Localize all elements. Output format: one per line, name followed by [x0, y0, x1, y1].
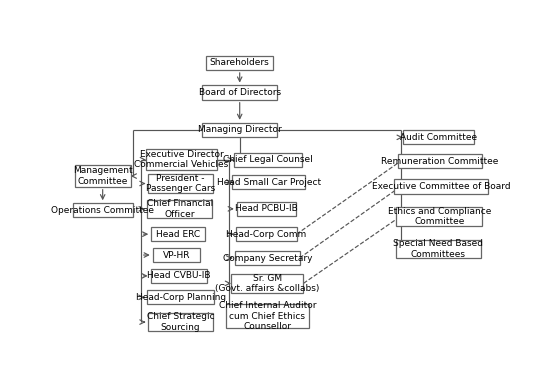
Text: Company Secretary: Company Secretary — [222, 253, 312, 262]
FancyBboxPatch shape — [151, 269, 207, 283]
Text: Shareholders: Shareholders — [210, 58, 270, 67]
FancyBboxPatch shape — [403, 130, 474, 144]
FancyBboxPatch shape — [235, 251, 300, 265]
Text: Head-Corp Planning: Head-Corp Planning — [136, 293, 226, 302]
Text: Chief Financial
Officer: Chief Financial Officer — [147, 199, 213, 219]
Text: Board of Directors: Board of Directors — [198, 88, 281, 97]
FancyBboxPatch shape — [231, 274, 304, 293]
Text: Executive Director
Commercial Vehicles: Executive Director Commercial Vehicles — [135, 150, 229, 170]
FancyBboxPatch shape — [237, 202, 296, 216]
Text: Sr. GM
(Govt. affairs &collabs): Sr. GM (Govt. affairs &collabs) — [215, 274, 320, 293]
FancyBboxPatch shape — [232, 175, 305, 189]
Text: VP-HR: VP-HR — [162, 250, 190, 260]
FancyBboxPatch shape — [236, 227, 296, 241]
FancyBboxPatch shape — [146, 149, 217, 170]
FancyBboxPatch shape — [396, 207, 482, 226]
Text: Executive Committee of Board: Executive Committee of Board — [371, 182, 510, 191]
FancyBboxPatch shape — [148, 313, 213, 331]
FancyBboxPatch shape — [206, 56, 273, 70]
Text: Special Need Based
Committees: Special Need Based Committees — [393, 240, 483, 259]
FancyBboxPatch shape — [147, 200, 212, 218]
Text: Chief Strategic
Sourcing: Chief Strategic Sourcing — [147, 312, 215, 332]
FancyBboxPatch shape — [398, 154, 482, 168]
Text: President -
Passenger Cars: President - Passenger Cars — [146, 174, 215, 193]
FancyBboxPatch shape — [202, 86, 277, 100]
Text: Management
Committee: Management Committee — [73, 166, 132, 186]
FancyBboxPatch shape — [226, 304, 309, 328]
FancyBboxPatch shape — [394, 179, 488, 194]
Text: Head ERC: Head ERC — [156, 229, 200, 239]
FancyBboxPatch shape — [234, 152, 302, 167]
FancyBboxPatch shape — [72, 203, 133, 217]
Text: Head CVBU-IB: Head CVBU-IB — [147, 271, 211, 281]
FancyBboxPatch shape — [153, 248, 200, 262]
FancyBboxPatch shape — [151, 227, 205, 241]
Text: Chief Internal Auditor
cum Chief Ethics
Counsellor: Chief Internal Auditor cum Chief Ethics … — [219, 301, 316, 331]
FancyBboxPatch shape — [148, 174, 213, 193]
Text: Audit Committee: Audit Committee — [400, 133, 477, 142]
FancyBboxPatch shape — [396, 240, 481, 258]
Text: Head-Corp Comm: Head-Corp Comm — [226, 229, 306, 239]
FancyBboxPatch shape — [147, 290, 214, 305]
Text: Remuneration Committee: Remuneration Committee — [381, 157, 499, 166]
Text: Head Small Car Project: Head Small Car Project — [216, 178, 321, 187]
Text: Chief Legal Counsel: Chief Legal Counsel — [223, 155, 312, 164]
FancyBboxPatch shape — [75, 165, 131, 187]
FancyBboxPatch shape — [202, 123, 277, 137]
Text: Operations Committee: Operations Committee — [51, 206, 154, 215]
Text: Head PCBU-IB: Head PCBU-IB — [235, 204, 298, 213]
Text: Ethics and Compliance
Committee: Ethics and Compliance Committee — [388, 207, 491, 226]
Text: Managing Director: Managing Director — [198, 125, 281, 134]
